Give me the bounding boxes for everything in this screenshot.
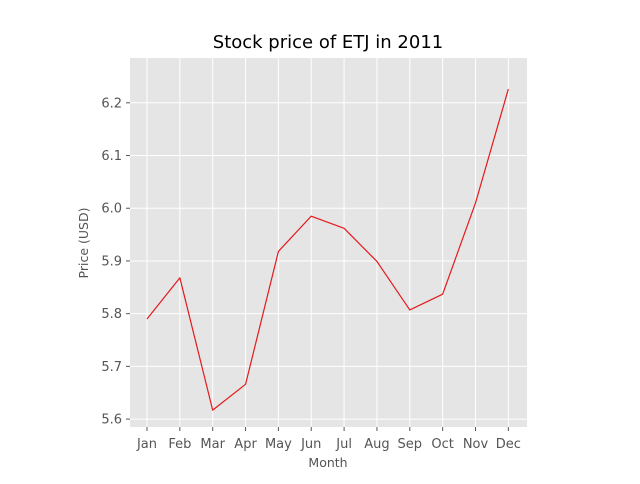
y-tick-label: 5.6 [101, 413, 122, 428]
y-tick-label: 5.7 [101, 360, 122, 375]
x-tick-label: Apr [234, 437, 257, 452]
x-axis-label: Month [308, 455, 347, 470]
plot-area-background [130, 58, 527, 427]
x-tick-label: Feb [168, 437, 191, 452]
x-tick-label: Nov [463, 437, 489, 452]
x-tick-label: Jan [136, 437, 157, 452]
x-tick-label: May [265, 437, 292, 452]
x-tick-label: Jun [300, 437, 321, 452]
grid-lines [130, 58, 527, 427]
y-tick-label: 5.8 [101, 307, 122, 322]
y-tick-label: 6.2 [101, 96, 122, 111]
axis-ticks: 5.6 5.7 5.8 5.9 6.0 6.1 6.2 Jan Feb Mar Apr May Jun J… [101, 96, 521, 452]
x-tick-label: Sep [398, 437, 423, 452]
x-tick-label: Jul [335, 437, 352, 452]
x-tick-label: Aug [364, 437, 389, 452]
y-axis-label: Price (USD) [76, 208, 91, 279]
chart-title: Stock price of ETJ in 2011 [213, 32, 443, 53]
x-tick-label: Mar [200, 437, 225, 452]
series-line [146, 88, 509, 411]
x-tick-label: Oct [431, 437, 453, 452]
series-layer [146, 88, 509, 411]
y-tick-label: 5.9 [101, 254, 122, 269]
y-tick-label: 6.1 [101, 149, 122, 164]
y-tick-label: 6.0 [101, 202, 122, 217]
x-tick-label: Dec [496, 437, 521, 452]
